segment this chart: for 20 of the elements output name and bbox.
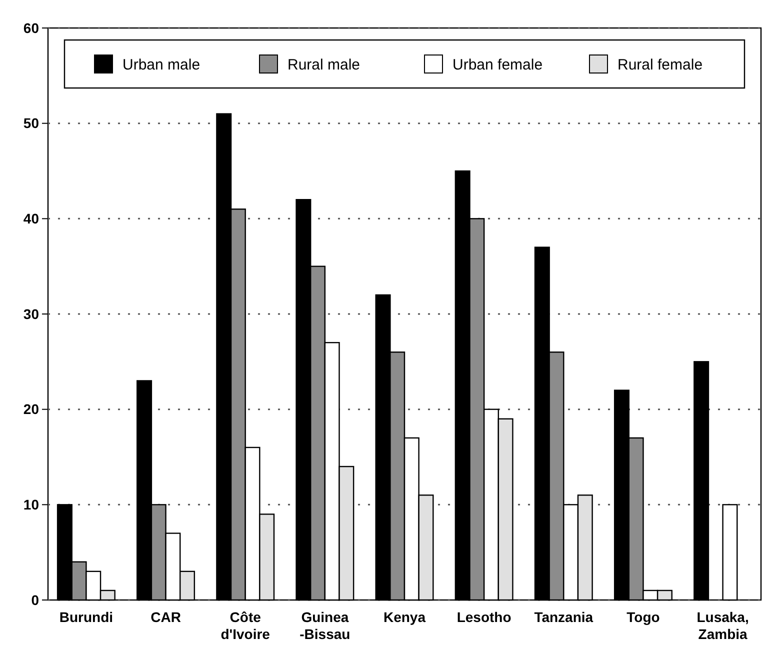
y-tick-label: 60 (23, 20, 40, 36)
x-tick-label: CAR (150, 609, 181, 625)
y-tick-label: 50 (23, 115, 40, 132)
legend-label: Urban male (122, 56, 200, 74)
x-tick-label: Burundi (59, 609, 114, 625)
y-tick-label: 0 (31, 592, 40, 608)
x-tick-label: Tanzania (534, 609, 594, 625)
y-tick-label: 20 (23, 401, 40, 418)
x-tick-label: Guinea -Bissau (300, 609, 350, 642)
x-tick-label: Togo (626, 609, 660, 625)
y-tick-label: 10 (23, 496, 40, 513)
x-tick-label: Lesotho (456, 609, 512, 625)
x-tick-label: Côte d'Ivoire (220, 609, 270, 642)
y-tick-label: 30 (23, 306, 40, 322)
legend-label: Rural male (288, 56, 360, 74)
legend-label: Urban female (452, 56, 543, 74)
x-tick-label: Kenya (383, 609, 426, 625)
legend-label: Rural female (618, 56, 703, 74)
y-tick-label: 40 (23, 210, 40, 227)
x-tick-label: Lusaka, Zambia (696, 609, 749, 642)
